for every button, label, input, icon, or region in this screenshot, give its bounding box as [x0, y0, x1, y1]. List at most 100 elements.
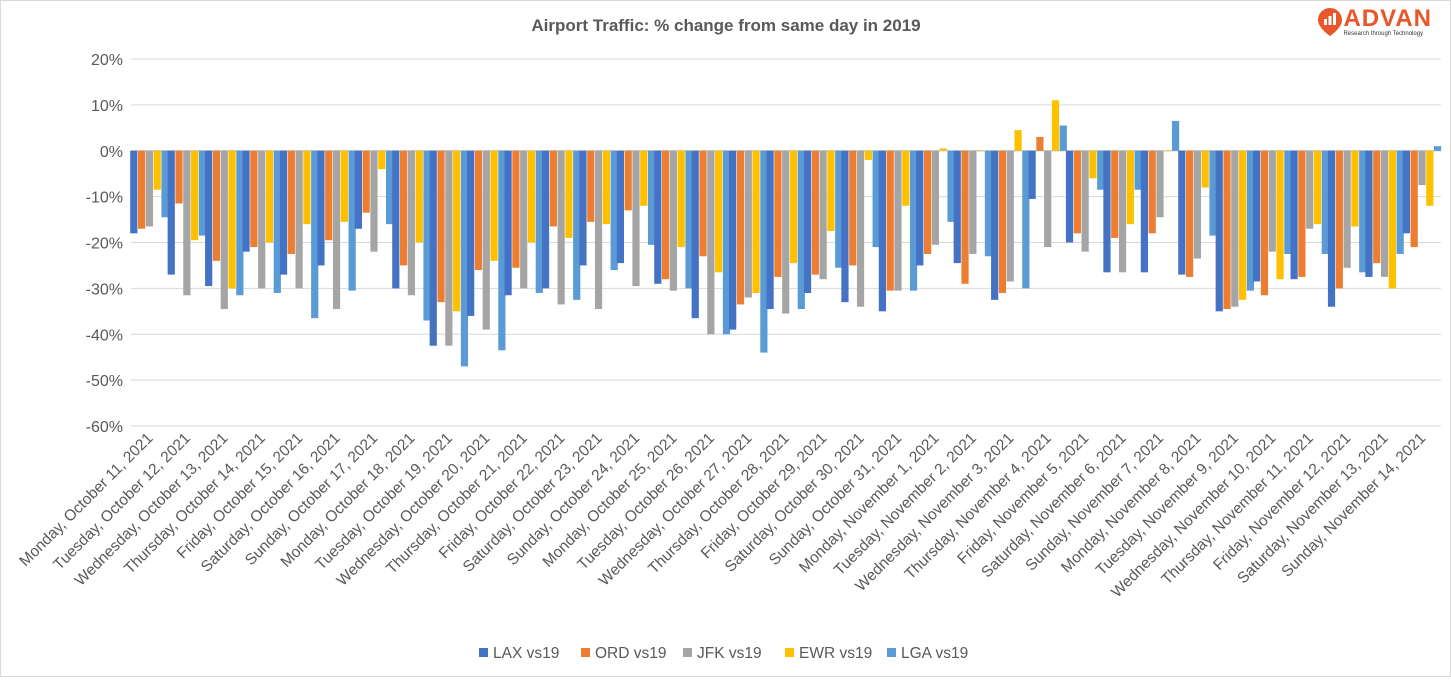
y-tick-label: -50%: [86, 373, 123, 390]
bar-lax: [766, 150, 774, 310]
bar-ewr: [1089, 150, 1097, 179]
bar-lax: [1402, 150, 1410, 234]
bar-jfk: [1044, 150, 1052, 248]
bar-lga: [1246, 150, 1255, 291]
bar-jfk: [145, 150, 154, 227]
bar-lax: [354, 150, 362, 229]
bar-ord: [1186, 150, 1194, 277]
bar-ord: [774, 150, 782, 277]
bar-ord: [175, 150, 183, 204]
bar-ord: [1111, 150, 1119, 238]
bar-ewr: [265, 150, 274, 243]
bar-ord: [849, 150, 857, 266]
bar-lga: [909, 150, 918, 291]
y-tick-label: -10%: [86, 190, 123, 207]
bar-ewr: [1164, 150, 1172, 152]
bar-ewr: [415, 150, 423, 243]
bar-ord: [549, 150, 557, 227]
bar-ord: [1335, 150, 1343, 289]
bar-ewr: [565, 150, 573, 238]
bar-lax: [467, 150, 475, 316]
bar-ewr: [602, 150, 610, 225]
bar-lax: [130, 150, 138, 234]
bar-lax: [504, 150, 512, 296]
bar-lga: [1321, 150, 1329, 254]
y-tick-label: -30%: [86, 281, 123, 298]
bar-jfk: [819, 150, 827, 280]
bar-ord: [1036, 136, 1044, 151]
legend-swatch: [683, 648, 692, 657]
bar-lga: [685, 150, 693, 289]
y-tick-label: -60%: [86, 419, 123, 436]
bar-lax: [541, 150, 550, 289]
bar-ewr: [1351, 150, 1359, 227]
bar-ewr: [1388, 150, 1396, 289]
bar-lga: [1134, 150, 1142, 190]
bar-ord: [1148, 150, 1156, 234]
bar-jfk: [482, 150, 490, 330]
bar-lax: [1253, 150, 1261, 282]
chart-title: Airport Traffic: % change from same day …: [531, 16, 920, 35]
bar-lax: [392, 150, 400, 289]
bar-jfk: [1231, 150, 1239, 307]
bar-lax: [279, 150, 288, 275]
bar-lga: [872, 150, 880, 248]
bar-jfk: [1118, 150, 1127, 273]
bar-ord: [325, 150, 333, 241]
bar-lax: [1365, 150, 1373, 277]
bars: [130, 100, 1442, 367]
bar-lga: [1396, 150, 1404, 254]
bar-lax: [1327, 150, 1336, 307]
bar-lax: [654, 150, 662, 284]
bar-lga: [947, 150, 955, 222]
bar-lax: [1178, 150, 1186, 275]
bar-lga: [161, 150, 169, 218]
bar-ewr: [490, 150, 498, 261]
bar-jfk: [669, 150, 678, 291]
bar-ord: [699, 150, 707, 257]
bar-lga: [1284, 150, 1292, 254]
bar-ord: [212, 150, 221, 261]
bar-lax: [1140, 150, 1148, 273]
bar-ord: [287, 150, 295, 254]
bar-jfk: [183, 150, 191, 296]
bar-ewr: [977, 150, 985, 152]
bar-ord: [1298, 150, 1306, 277]
bar-ewr: [191, 150, 199, 241]
bar-ewr: [228, 150, 236, 289]
legend-label: LGA vs19: [901, 645, 968, 662]
bar-lga: [797, 150, 805, 310]
bar-lax: [953, 150, 961, 264]
bar-ewr: [1014, 130, 1022, 151]
bar-lax: [242, 150, 250, 252]
bar-lga: [236, 150, 244, 296]
bar-jfk: [1193, 150, 1202, 259]
bar-ord: [250, 150, 258, 248]
bar-lga: [385, 150, 394, 225]
bar-ord: [736, 150, 745, 305]
bar-jfk: [557, 150, 565, 305]
bar-ewr: [902, 150, 910, 206]
bar-jfk: [445, 150, 453, 346]
bar-jfk: [1268, 150, 1276, 252]
legend-label: JFK vs19: [697, 645, 762, 662]
bar-jfk: [220, 150, 228, 310]
bar-lga: [348, 150, 356, 291]
bar-ord: [400, 150, 408, 266]
legend: LAX vs19 ORD vs19 JFK vs19 EWR vs19 LGA vs19: [479, 645, 968, 662]
bar-jfk: [707, 150, 715, 335]
bar-lga: [1433, 146, 1442, 151]
legend-swatch: [581, 648, 590, 657]
bar-ord: [811, 150, 819, 275]
bar-ord: [1260, 150, 1269, 296]
bar-lax: [991, 150, 999, 300]
bar-jfk: [594, 150, 603, 310]
bar-ewr: [378, 150, 386, 170]
bar-ord: [1223, 150, 1231, 310]
bar-jfk: [258, 150, 266, 289]
bar-ewr: [864, 150, 872, 160]
bar-lax: [878, 150, 886, 312]
legend-swatch: [785, 648, 794, 657]
bar-ewr: [153, 150, 161, 190]
